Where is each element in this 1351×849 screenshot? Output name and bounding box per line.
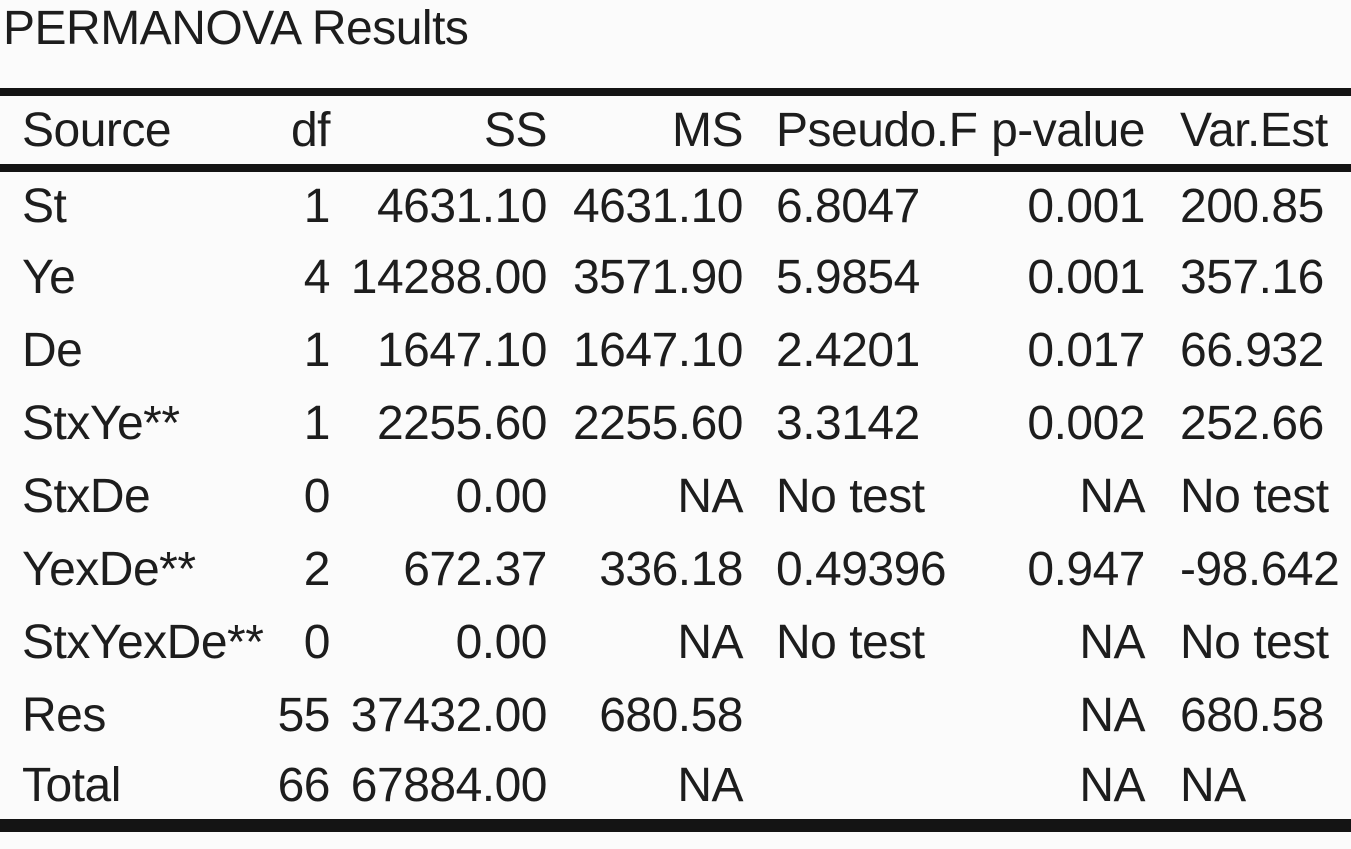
table-cell: -98.642 — [1180, 543, 1340, 596]
table-cell: 37432.00 — [350, 689, 548, 742]
column-header-pseudo-f: Pseudo.F — [776, 103, 978, 157]
table-header: Source df SS MS Pseudo.F p-value Var.Est — [0, 92, 1351, 168]
table-row-total: Total 66 67884.00 NA NA NA — [0, 752, 1351, 825]
table-cell: StxYexDe** — [22, 616, 264, 669]
column-header-p-value: p-value — [991, 103, 1145, 157]
table-cell: 6.8047 — [776, 180, 920, 233]
table-cell: St — [22, 180, 67, 233]
table-cell: 0 — [303, 616, 331, 669]
table-cell: 4 — [303, 251, 331, 304]
table-cell: 5.9854 — [776, 251, 920, 304]
table-cell: 2.4201 — [776, 324, 920, 377]
table-cell: 2255.60 — [376, 397, 548, 450]
header-row: Source df SS MS Pseudo.F p-value Var.Est — [0, 92, 1351, 168]
table-row-stxyexde: StxYexDe** 0 0.00 NA No test NA No test — [0, 606, 1351, 679]
table-row-ye: Ye 4 14288.00 3571.90 5.9854 0.001 357.1… — [0, 241, 1351, 314]
table-cell: NA — [1079, 616, 1145, 669]
table-cell: 0.49396 — [776, 543, 947, 596]
table-body: St 1 4631.10 4631.10 6.8047 0.001 200.85… — [0, 168, 1351, 825]
column-header-df: df — [290, 103, 331, 157]
table-row-de: De 1 1647.10 1647.10 2.4201 0.017 66.932 — [0, 314, 1351, 387]
table-cell: No test — [1180, 470, 1329, 523]
table-cell: NA — [677, 758, 743, 812]
table-cell: No test — [776, 616, 925, 669]
permanova-table: Source df SS MS Pseudo.F p-value Var.Est… — [0, 88, 1351, 832]
table-cell: 252.66 — [1180, 397, 1324, 450]
table-cell: NA — [1079, 689, 1145, 742]
column-header-ss: SS — [483, 103, 548, 157]
column-header-source: Source — [22, 103, 172, 157]
table-cell: 67884.00 — [350, 758, 548, 812]
table-cell: 55 — [277, 689, 331, 742]
table-row-stxde: StxDe 0 0.00 NA No test NA No test — [0, 460, 1351, 533]
table-cell: 357.16 — [1180, 251, 1324, 304]
table-cell: 0.002 — [1027, 397, 1145, 450]
table-cell: 66.932 — [1180, 324, 1324, 377]
table-cell: 66 — [277, 758, 331, 812]
table-cell: YexDe** — [22, 543, 196, 596]
table-cell: Ye — [22, 251, 76, 304]
table-cell: 1 — [303, 180, 331, 233]
table-cell: 2255.60 — [572, 397, 744, 450]
table-cell: NA — [1079, 470, 1145, 523]
table-cell: 2 — [303, 543, 331, 596]
table-cell: Total — [22, 758, 121, 812]
table-cell: 0.017 — [1027, 324, 1145, 377]
table-cell: StxYe** — [22, 397, 180, 450]
table-cell: 3.3142 — [776, 397, 920, 450]
table-cell: 336.18 — [599, 543, 743, 596]
table-cell: 4631.10 — [376, 180, 548, 233]
table-cell: 0.00 — [455, 616, 548, 669]
table-cell — [747, 752, 965, 825]
page-title: PERMANOVA Results — [3, 2, 469, 55]
table-cell: NA — [1180, 758, 1246, 812]
column-header-ms: MS — [672, 103, 744, 157]
table-cell: 680.58 — [1180, 689, 1324, 742]
table-row-res: Res 55 37432.00 680.58 NA 680.58 — [0, 679, 1351, 752]
table-cell: 0.947 — [1027, 543, 1145, 596]
table-cell: No test — [1180, 616, 1329, 669]
table-cell: 680.58 — [599, 689, 743, 742]
table-cell — [747, 679, 965, 752]
table-cell: 1647.10 — [572, 324, 744, 377]
table-row-yexde: YexDe** 2 672.37 336.18 0.49396 0.947 -9… — [0, 533, 1351, 606]
table-cell: 3571.90 — [572, 251, 744, 304]
table-cell: NA — [1079, 758, 1145, 812]
table-cell: 0 — [303, 470, 331, 523]
table-cell: 200.85 — [1180, 180, 1324, 233]
table-cell: 1647.10 — [376, 324, 548, 377]
table-cell: 0.00 — [455, 470, 548, 523]
table-row-stxye: StxYe** 1 2255.60 2255.60 3.3142 0.002 2… — [0, 387, 1351, 460]
table-cell: De — [22, 324, 83, 377]
table-cell: Res — [22, 689, 106, 742]
table-cell: 0.001 — [1027, 180, 1145, 233]
table-cell: NA — [677, 616, 743, 669]
table-cell: StxDe — [22, 470, 151, 523]
table-cell: 4631.10 — [572, 180, 744, 233]
table-cell: 14288.00 — [350, 251, 548, 304]
table-cell: No test — [776, 470, 925, 523]
table-row-st: St 1 4631.10 4631.10 6.8047 0.001 200.85 — [0, 168, 1351, 241]
column-header-var-est: Var.Est — [1180, 103, 1328, 157]
table-cell: 1 — [303, 324, 331, 377]
table-cell: 672.37 — [403, 543, 547, 596]
table-cell: 1 — [303, 397, 331, 450]
table-cell: 0.001 — [1027, 251, 1145, 304]
table-cell: NA — [677, 470, 743, 523]
